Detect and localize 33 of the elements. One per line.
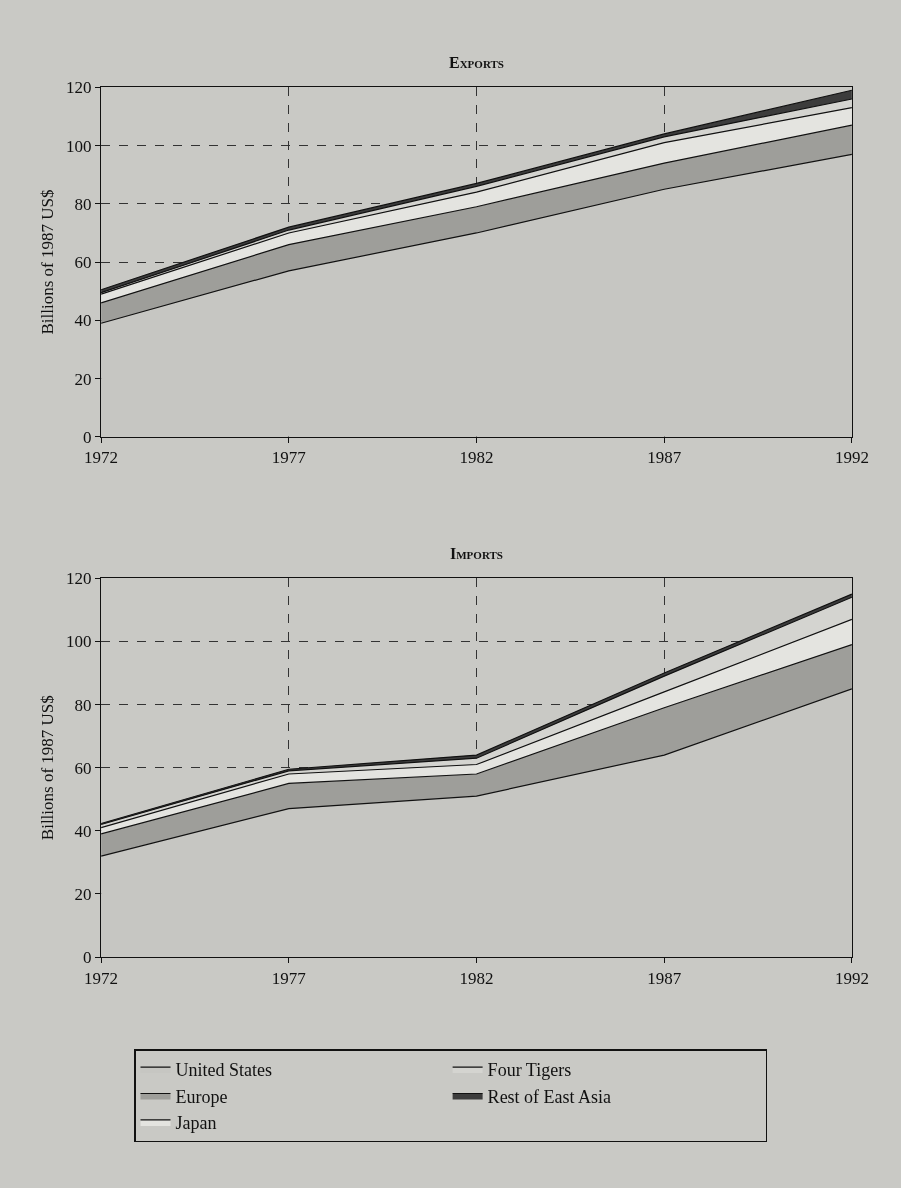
y-tick-label: 60 [74, 253, 92, 273]
x-tick-label: 1977 [271, 448, 307, 468]
y-tick-label: 120 [66, 569, 92, 589]
legend-label: Rest of East Asia [487, 1086, 612, 1107]
y-axis-title: Billions of 1987 US$ [37, 189, 57, 335]
chart-title: Imports [450, 545, 503, 562]
y-tick-label: 0 [83, 948, 92, 968]
x-tick-label: 1982 [459, 968, 494, 988]
y-tick-label: 40 [74, 821, 92, 841]
x-tick-label: 1982 [459, 448, 494, 468]
y-tick-label: 80 [74, 695, 92, 715]
legend-label: Europe [175, 1086, 228, 1107]
legend-label: Four Tigers [487, 1060, 572, 1081]
x-tick-label: 1987 [647, 448, 682, 468]
chart-title: Exports [449, 54, 504, 71]
y-tick-label: 100 [66, 136, 92, 156]
x-tick-label: 1972 [84, 968, 119, 988]
legend-label: Japan [175, 1112, 217, 1133]
x-tick-label: 1987 [647, 968, 682, 988]
y-tick-label: 100 [66, 632, 92, 652]
x-tick-label: 1972 [84, 448, 119, 468]
y-tick-label: 20 [74, 369, 92, 389]
y-tick-label: 120 [66, 78, 92, 98]
legend-label: United States [175, 1060, 272, 1081]
x-tick-label: 1992 [834, 448, 869, 468]
y-tick-label: 60 [74, 758, 92, 778]
y-tick-label: 40 [74, 311, 92, 331]
x-tick-label: 1977 [271, 968, 307, 988]
x-tick-label: 1992 [834, 968, 869, 988]
y-tick-label: 20 [74, 884, 92, 904]
y-tick-label: 80 [74, 194, 92, 214]
y-axis-title: Billions of 1987 US$ [37, 695, 57, 841]
y-tick-label: 0 [83, 427, 92, 447]
